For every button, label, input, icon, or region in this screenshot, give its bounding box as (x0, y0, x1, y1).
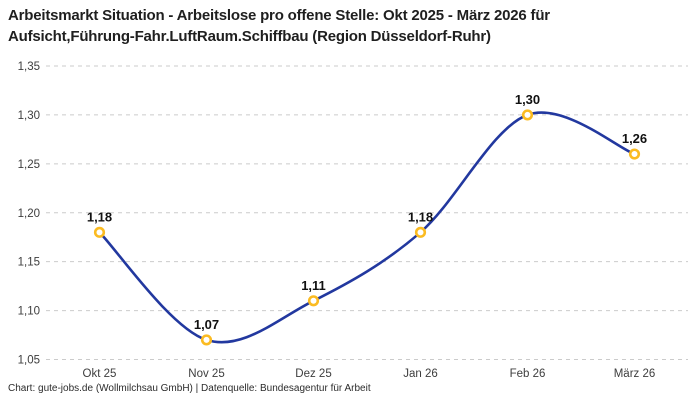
y-tick-label: 1,15 (18, 257, 40, 269)
chart-title-line1: Arbeitsmarkt Situation - Arbeitslose pro… (8, 7, 550, 24)
data-point-label: 1,18 (87, 209, 112, 224)
data-point-label: 1,18 (408, 209, 433, 224)
chart-title: Arbeitsmarkt Situation - Arbeitslose pro… (8, 5, 696, 47)
x-tick-label: März 26 (614, 368, 656, 380)
data-point-marker (200, 334, 213, 346)
y-tick-label: 1,25 (18, 159, 40, 171)
data-point-label: 1,07 (194, 317, 219, 332)
x-tick-label: Dez 25 (295, 368, 331, 380)
data-point-marker (414, 226, 427, 238)
data-point-label: 1,11 (301, 278, 326, 293)
y-tick-label: 1,35 (18, 61, 40, 73)
data-point-marker (93, 226, 106, 238)
y-tick-label: 1,30 (18, 110, 40, 122)
data-point-marker (628, 148, 641, 160)
data-point-marker (307, 295, 320, 307)
x-tick-label: Feb 26 (510, 368, 546, 380)
series-line (98, 111, 636, 344)
y-tick-label: 1,20 (18, 208, 40, 220)
data-point-label: 1,26 (622, 131, 647, 146)
x-tick-label: Nov 25 (188, 368, 224, 380)
y-tick-label: 1,10 (18, 306, 40, 318)
data-point-marker (521, 109, 534, 121)
chart-title-line2: Aufsicht,Führung-Fahr.LuftRaum.Schiffbau… (8, 28, 491, 45)
data-point-label: 1,30 (515, 92, 540, 107)
chart-footer: Chart: gute-jobs.de (Wollmilchsau GmbH) … (8, 383, 371, 394)
x-tick-label: Okt 25 (83, 368, 117, 380)
y-tick-label: 1,05 (18, 355, 40, 367)
x-tick-label: Jan 26 (403, 368, 438, 380)
